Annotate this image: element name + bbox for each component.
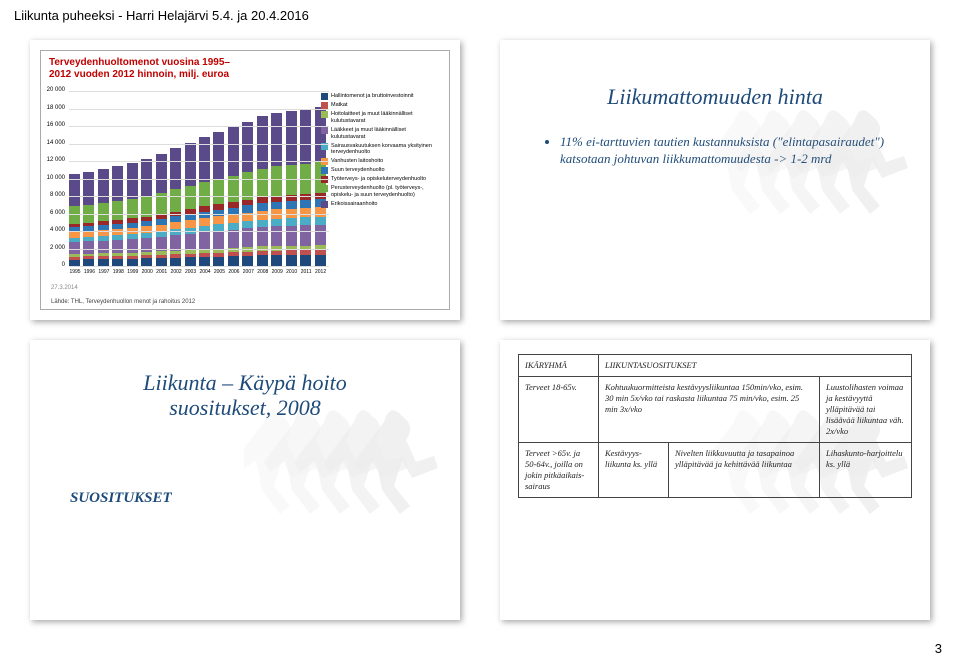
y-tick-label: 10 000 — [43, 175, 65, 181]
table-row: Terveet 18-65v. Kohtuukuormitteista kest… — [519, 377, 912, 443]
chart-container: Terveydenhuoltomenot vuosina 1995– 2012 … — [40, 50, 450, 310]
x-tick-label: 2012 — [314, 269, 328, 275]
x-tick-label: 1995 — [68, 269, 82, 275]
slide2-title: Liikumattomuuden hinta — [500, 40, 930, 110]
legend-swatch — [321, 111, 328, 118]
x-tick-label: 2008 — [256, 269, 270, 275]
y-tick-label: 6 000 — [43, 210, 65, 216]
legend-swatch — [321, 167, 328, 174]
x-tick-label: 1996 — [82, 269, 96, 275]
slide3-title: Liikunta – Käypä hoito suositukset, 2008 — [30, 340, 460, 421]
y-tick-label: 14 000 — [43, 140, 65, 146]
legend-label: Lääkkeet ja muut lääkinnälliset kulutust… — [331, 127, 441, 141]
page-header: Liikunta puheeksi - Harri Helajärvi 5.4.… — [14, 8, 309, 23]
legend-label: Sairausvakuutuksen korvaama yksityinen t… — [331, 143, 441, 157]
chart-bar — [112, 166, 123, 266]
legend-item: Lääkkeet ja muut lääkinnälliset kulutust… — [321, 127, 441, 141]
table-header-row: IKÄRYHMÄ LIIKUNTASUOSITUKSET — [519, 355, 912, 377]
slide2-bullet: 11% ei-tarttuvien tautien kustannuksista… — [560, 134, 894, 168]
legend-item: Työterveys- ja opiskeluterveydenhuolto — [321, 176, 441, 183]
chart-bar — [98, 169, 109, 266]
y-tick-label: 2 000 — [43, 245, 65, 251]
legend-item: Hallintomenot ja bruttoinvestoinnit — [321, 93, 441, 100]
legend-item: Hoitolaitteet ja muut lääkinnälliset kul… — [321, 111, 441, 125]
x-tick-label: 2009 — [270, 269, 284, 275]
chart-bar — [69, 174, 80, 266]
legend-label: Suun terveydenhuolto — [331, 167, 385, 174]
chart-bar — [271, 113, 282, 266]
table-row: Terveet >65v. ja 50-64v., joilla on joki… — [519, 443, 912, 498]
x-tick-label: 2011 — [299, 269, 313, 275]
legend-swatch — [321, 93, 328, 100]
legend-label: Hallintomenot ja bruttoinvestoinnit — [331, 93, 414, 100]
x-tick-label: 1997 — [97, 269, 111, 275]
legend-item: Matkat — [321, 102, 441, 109]
th-agegroup: IKÄRYHMÄ — [519, 355, 599, 377]
y-tick-label: 20 000 — [43, 87, 65, 93]
legend-item: Erikoissairaanhoito — [321, 201, 441, 208]
x-tick-label: 2000 — [140, 269, 154, 275]
th-recommendations: LIIKUNTASUOSITUKSET — [599, 355, 912, 377]
x-tick-label: 2003 — [184, 269, 198, 275]
cell-endurance-2b: Nivelten liikkuvuutta ja tasapainoa yllä… — [669, 443, 820, 498]
legend-item: Vanhusten laitoshoito — [321, 158, 441, 165]
chart-title-line2: 2012 vuoden 2012 hinnoin, milj. euroa — [49, 69, 229, 80]
chart-bar — [83, 172, 94, 267]
slide2-body: 11% ei-tarttuvien tautien kustannuksista… — [500, 110, 930, 168]
legend-label: Matkat — [331, 102, 348, 109]
slide3-title-line2: suositukset, 2008 — [169, 395, 321, 420]
chart-date: 27.3.2014 — [51, 285, 78, 291]
cell-age-2: Terveet >65v. ja 50-64v., joilla on joki… — [519, 443, 599, 498]
x-tick-label: 2004 — [198, 269, 212, 275]
chart-title: Terveydenhuoltomenot vuosina 1995– 2012 … — [41, 51, 449, 83]
chart-bar — [286, 111, 297, 266]
x-tick-label: 2006 — [227, 269, 241, 275]
x-tick-label: 2007 — [241, 269, 255, 275]
cell-endurance-2a: Kestävyys-liikunta ks. yllä — [599, 443, 669, 498]
legend-label: Vanhusten laitoshoito — [331, 158, 383, 165]
chart-bar — [257, 116, 268, 266]
chart-legend: Hallintomenot ja bruttoinvestoinnit Matka… — [321, 93, 441, 210]
legend-swatch — [321, 127, 328, 134]
legend-label: Hoitolaitteet ja muut lääkinnälliset kul… — [331, 111, 441, 125]
recommendations-table: IKÄRYHMÄ LIIKUNTASUOSITUKSET Terveet 18-… — [518, 354, 912, 498]
legend-swatch — [321, 185, 328, 192]
cell-endurance-1: Kohtuukuormitteista kestävyysliikuntaa 1… — [599, 377, 820, 443]
legend-label: Työterveys- ja opiskeluterveydenhuolto — [331, 176, 426, 183]
chart-bar — [213, 132, 224, 266]
y-tick-label: 4 000 — [43, 227, 65, 233]
x-tick-label: 1998 — [111, 269, 125, 275]
legend-label: Erikoissairaanhoito — [331, 201, 377, 208]
cell-age-1: Terveet 18-65v. — [519, 377, 599, 443]
y-tick-label: 18 000 — [43, 105, 65, 111]
slide-table: IKÄRYHMÄ LIIKUNTASUOSITUKSET Terveet 18-… — [500, 340, 930, 620]
x-tick-label: 2001 — [155, 269, 169, 275]
chart-bar — [300, 109, 311, 266]
x-tick-label: 2005 — [212, 269, 226, 275]
chart-bar — [199, 137, 210, 267]
slide-chart: Terveydenhuoltomenot vuosina 1995– 2012 … — [30, 40, 460, 320]
slide-cost: Liikumattomuuden hinta 11% ei-tarttuvien… — [500, 40, 930, 320]
y-tick-label: 8 000 — [43, 192, 65, 198]
x-tick-label: 2002 — [169, 269, 183, 275]
cell-strength-2: Lihaskunto-harjoittelu ks. yllä — [820, 443, 912, 498]
legend-label: Perusterveydenhuolto (pl. työterveys-, o… — [331, 185, 441, 199]
legend-item: Sairausvakuutuksen korvaama yksityinen t… — [321, 143, 441, 157]
cell-strength-1: Luustolihasten voimaa ja kestävyyttä yll… — [820, 377, 912, 443]
slide-recommendations-title: Liikunta – Käypä hoito suositukset, 2008… — [30, 340, 460, 620]
legend-item: Suun terveydenhuolto — [321, 167, 441, 174]
legend-swatch — [321, 201, 328, 208]
y-tick-label: 12 000 — [43, 157, 65, 163]
page-number: 3 — [935, 641, 942, 656]
x-tick-label: 1999 — [126, 269, 140, 275]
x-tick-label: 2010 — [285, 269, 299, 275]
slide3-label: SUOSITUKSET — [70, 490, 172, 507]
legend-swatch — [321, 176, 328, 183]
y-tick-label: 0 — [43, 262, 65, 268]
chart-title-line1: Terveydenhuoltomenot vuosina 1995– — [49, 57, 230, 68]
chart-source: Lähde: THL, Terveydenhuollon menot ja ra… — [51, 299, 195, 305]
slide3-title-line1: Liikunta – Käypä hoito — [143, 370, 347, 395]
legend-item: Perusterveydenhuolto (pl. työterveys-, o… — [321, 185, 441, 199]
y-tick-label: 16 000 — [43, 122, 65, 128]
